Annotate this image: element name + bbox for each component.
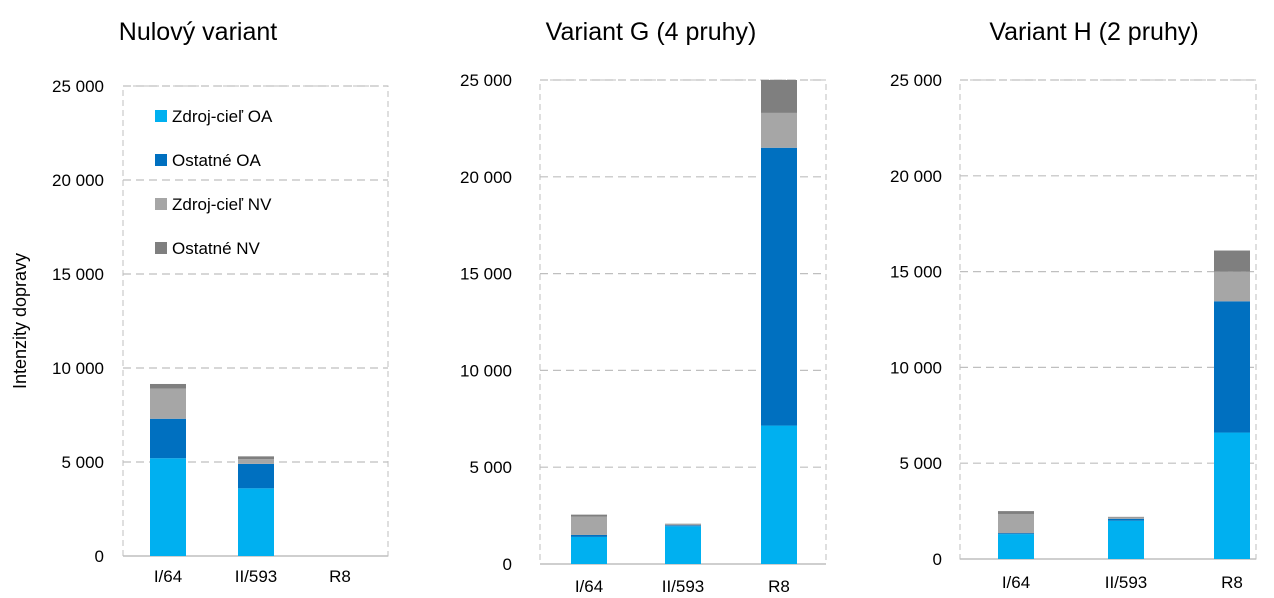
- bar-segment: [1108, 518, 1144, 521]
- chart-panel-1: 0 5 000 10 000 15 000 20 000 25 000 I/64 II/593…: [10, 18, 389, 586]
- x-category-label: I/64: [154, 567, 182, 586]
- bar-segment: [665, 526, 701, 564]
- bar-segment: [238, 459, 274, 464]
- y-tick-label: 10 000: [460, 361, 512, 380]
- legend-label: Zdroj-cieľ NV: [172, 195, 272, 214]
- chart-title: Variant H (2 pruhy): [989, 18, 1198, 46]
- y-tick-label: 20 000: [460, 168, 512, 187]
- legend-label: Zdroj-cieľ OA: [172, 107, 273, 126]
- legend-swatch: [155, 110, 167, 122]
- bar-segment: [665, 524, 701, 526]
- y-axis-label: Intenzity dopravy: [10, 253, 30, 389]
- y-tick-label: 0: [933, 550, 942, 569]
- y-tick-label: 15 000: [52, 265, 104, 284]
- y-tick-label: 20 000: [52, 171, 104, 190]
- y-tick-label: 25 000: [890, 71, 942, 90]
- bar-segment: [998, 511, 1034, 514]
- bar-segment: [238, 456, 274, 460]
- x-category-label: R8: [329, 567, 351, 586]
- x-category-label: I/64: [575, 577, 603, 596]
- y-tick-label: 10 000: [52, 359, 104, 378]
- bar-segment: [998, 513, 1034, 534]
- y-tick-label: 15 000: [460, 265, 512, 284]
- bar-segment: [238, 463, 274, 489]
- plot-area: [959, 79, 1257, 560]
- legend-label: Ostatné NV: [172, 239, 261, 258]
- bar-segment: [665, 525, 701, 527]
- x-category-label: II/593: [235, 567, 278, 586]
- legend-swatch: [155, 198, 167, 210]
- bar-segment: [1214, 432, 1250, 559]
- y-tick-label: 25 000: [460, 71, 512, 90]
- bar-segment: [571, 514, 607, 517]
- y-tick-label: 5 000: [61, 453, 104, 472]
- bar-segment: [665, 523, 701, 525]
- y-tick-label: 20 000: [890, 167, 942, 186]
- y-tick-label: 0: [503, 555, 512, 574]
- bar-segment: [1214, 301, 1250, 433]
- chart-panel-3: 0 5 000 10 000 15 000 20 000 25 000 I/64 II/593…: [890, 18, 1257, 592]
- chart-title: Nulový variant: [119, 18, 277, 46]
- bar-segment: [1108, 516, 1144, 518]
- bar-segment: [1214, 250, 1250, 272]
- bar-segment: [998, 534, 1034, 559]
- bar-segment: [150, 418, 186, 459]
- bar-segment: [1108, 517, 1144, 519]
- bar-segment: [1108, 520, 1144, 559]
- chart-panel-2: 0 5 000 10 000 15 000 20 000 25 000 I/64 II/593…: [460, 18, 827, 596]
- legend-label: Ostatné OA: [172, 151, 261, 170]
- bar-segment: [571, 536, 607, 564]
- y-tick-label: 15 000: [890, 263, 942, 282]
- x-category-label: II/593: [662, 577, 705, 596]
- legend: Zdroj-cieľ OA Ostatné OA Zdroj-cieľ NV Osta…: [155, 107, 273, 258]
- legend-swatch: [155, 242, 167, 254]
- bar-segment: [571, 516, 607, 535]
- y-tick-label: 25 000: [52, 77, 104, 96]
- x-category-label: II/593: [1105, 573, 1148, 592]
- x-category-label: I/64: [1002, 573, 1030, 592]
- bar-segment: [238, 488, 274, 556]
- x-category-label: R8: [768, 577, 790, 596]
- bar-segment: [998, 533, 1034, 535]
- x-category-label: R8: [1221, 573, 1243, 592]
- y-tick-label: 5 000: [469, 458, 512, 477]
- bar-segment: [1214, 271, 1250, 302]
- bar-segment: [571, 534, 607, 537]
- bar-segment: [150, 383, 186, 389]
- y-tick-label: 0: [95, 547, 104, 566]
- y-tick-label: 10 000: [890, 358, 942, 377]
- bar-segment: [761, 80, 797, 113]
- bar-segment: [150, 458, 186, 556]
- bar-segment: [761, 147, 797, 426]
- chart-title: Variant G (4 pruhy): [546, 18, 757, 46]
- bar-segment: [761, 112, 797, 148]
- bar-segment: [761, 425, 797, 564]
- legend-swatch: [155, 154, 167, 166]
- bar-segment: [150, 388, 186, 419]
- y-tick-label: 5 000: [899, 454, 942, 473]
